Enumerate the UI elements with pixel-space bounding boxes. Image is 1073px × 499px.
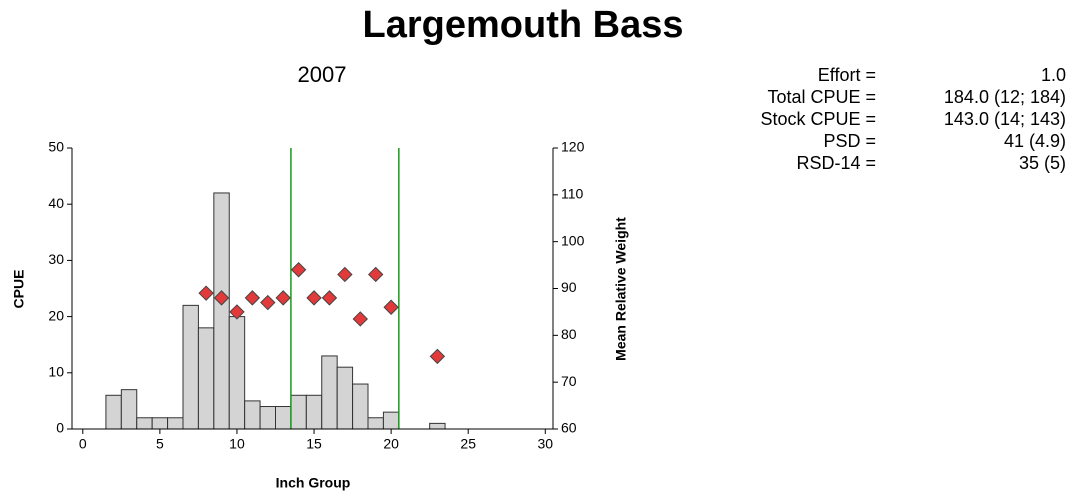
y2-tick-label: 120 [561,139,585,155]
point [198,285,214,301]
point [429,348,446,365]
y2-tick-label: 60 [561,420,577,436]
bar [213,192,230,430]
stat-value: 41 (4.9) [1004,131,1066,151]
bar [259,406,277,430]
y-tick-label: 40 [48,195,64,211]
stat-value: 184.0 (12; 184) [944,87,1066,107]
y-tick-label: 20 [48,307,64,323]
point [383,299,399,315]
bar [120,389,138,430]
bar [382,411,400,430]
x-tick-label: 15 [306,436,322,452]
bar [290,394,307,430]
point [321,290,338,306]
bar [151,417,169,430]
stat-label: Stock CPUE = [760,109,876,129]
x-tick-label: 20 [383,436,399,452]
x-axis-label: Inch Group [276,475,351,491]
chart-subtitle: 2007 [298,62,347,87]
y2-tick-label: 90 [561,279,577,295]
stat-label: PSD = [823,131,876,151]
bar [336,366,354,430]
x-tick-label: 30 [538,436,554,452]
point [213,290,230,306]
x-tick-label: 0 [79,436,87,452]
y2-tick-label: 70 [561,373,577,389]
bar [305,394,323,430]
x-tick-label: 10 [229,436,245,452]
point [275,290,291,306]
bar [197,327,215,430]
bar [105,394,122,430]
bar [367,417,384,430]
point [229,304,245,320]
y2-axis-label: Mean Relative Weight [613,217,629,361]
stat-label: Total CPUE = [767,87,876,107]
y2-tick-label: 80 [561,326,577,342]
x-tick-label: 5 [156,436,164,452]
y-tick-label: 30 [48,251,64,267]
bar [136,417,153,430]
bar [429,422,446,430]
x-tick-label: 25 [460,436,476,452]
point [260,294,276,311]
point [290,262,307,278]
bar [182,304,199,430]
y-tick-label: 50 [48,139,64,155]
stat-value: 1.0 [1041,65,1066,85]
y2-tick-label: 100 [561,232,585,248]
bar [228,316,246,430]
point [368,266,384,283]
bar [352,383,369,430]
y-axis-label: CPUE [11,270,27,309]
point [352,311,368,327]
stat-label: RSD-14 = [796,153,876,173]
point [306,290,322,306]
stat-value: 35 (5) [1019,153,1066,173]
stat-label: Effort = [818,65,876,85]
bar [244,400,261,430]
chart-title: Largemouth Bass [363,4,684,46]
point [244,290,261,306]
y2-tick-label: 110 [561,186,584,202]
bar [275,406,292,430]
y-tick-label: 0 [56,420,64,436]
bar [321,355,338,430]
bar [167,417,184,430]
point [337,266,353,283]
y-tick-label: 10 [48,364,64,380]
stat-value: 143.0 (14; 143) [944,109,1066,129]
